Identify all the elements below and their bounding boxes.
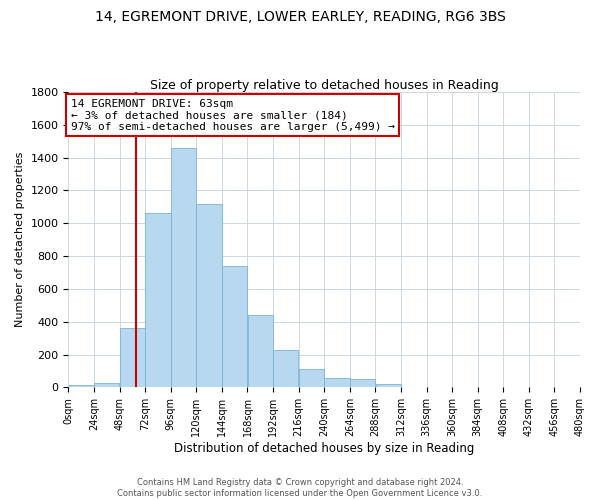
Y-axis label: Number of detached properties: Number of detached properties [15,152,25,328]
X-axis label: Distribution of detached houses by size in Reading: Distribution of detached houses by size … [174,442,475,455]
Text: Contains HM Land Registry data © Crown copyright and database right 2024.
Contai: Contains HM Land Registry data © Crown c… [118,478,482,498]
Bar [171,148,196,388]
Bar [196,204,222,388]
Text: 14 EGREMONT DRIVE: 63sqm
← 3% of detached houses are smaller (184)
97% of semi-d: 14 EGREMONT DRIVE: 63sqm ← 3% of detache… [71,98,395,132]
Bar [120,328,145,388]
Bar [68,385,94,388]
Title: Size of property relative to detached houses in Reading: Size of property relative to detached ho… [150,79,499,92]
Bar [248,315,273,388]
Bar [376,384,401,388]
Bar [222,266,247,388]
Bar [350,380,375,388]
Bar [299,370,324,388]
Text: 14, EGREMONT DRIVE, LOWER EARLEY, READING, RG6 3BS: 14, EGREMONT DRIVE, LOWER EARLEY, READIN… [95,10,505,24]
Bar [94,382,119,388]
Bar [145,214,170,388]
Bar [273,350,298,388]
Bar [401,386,427,388]
Bar [325,378,350,388]
